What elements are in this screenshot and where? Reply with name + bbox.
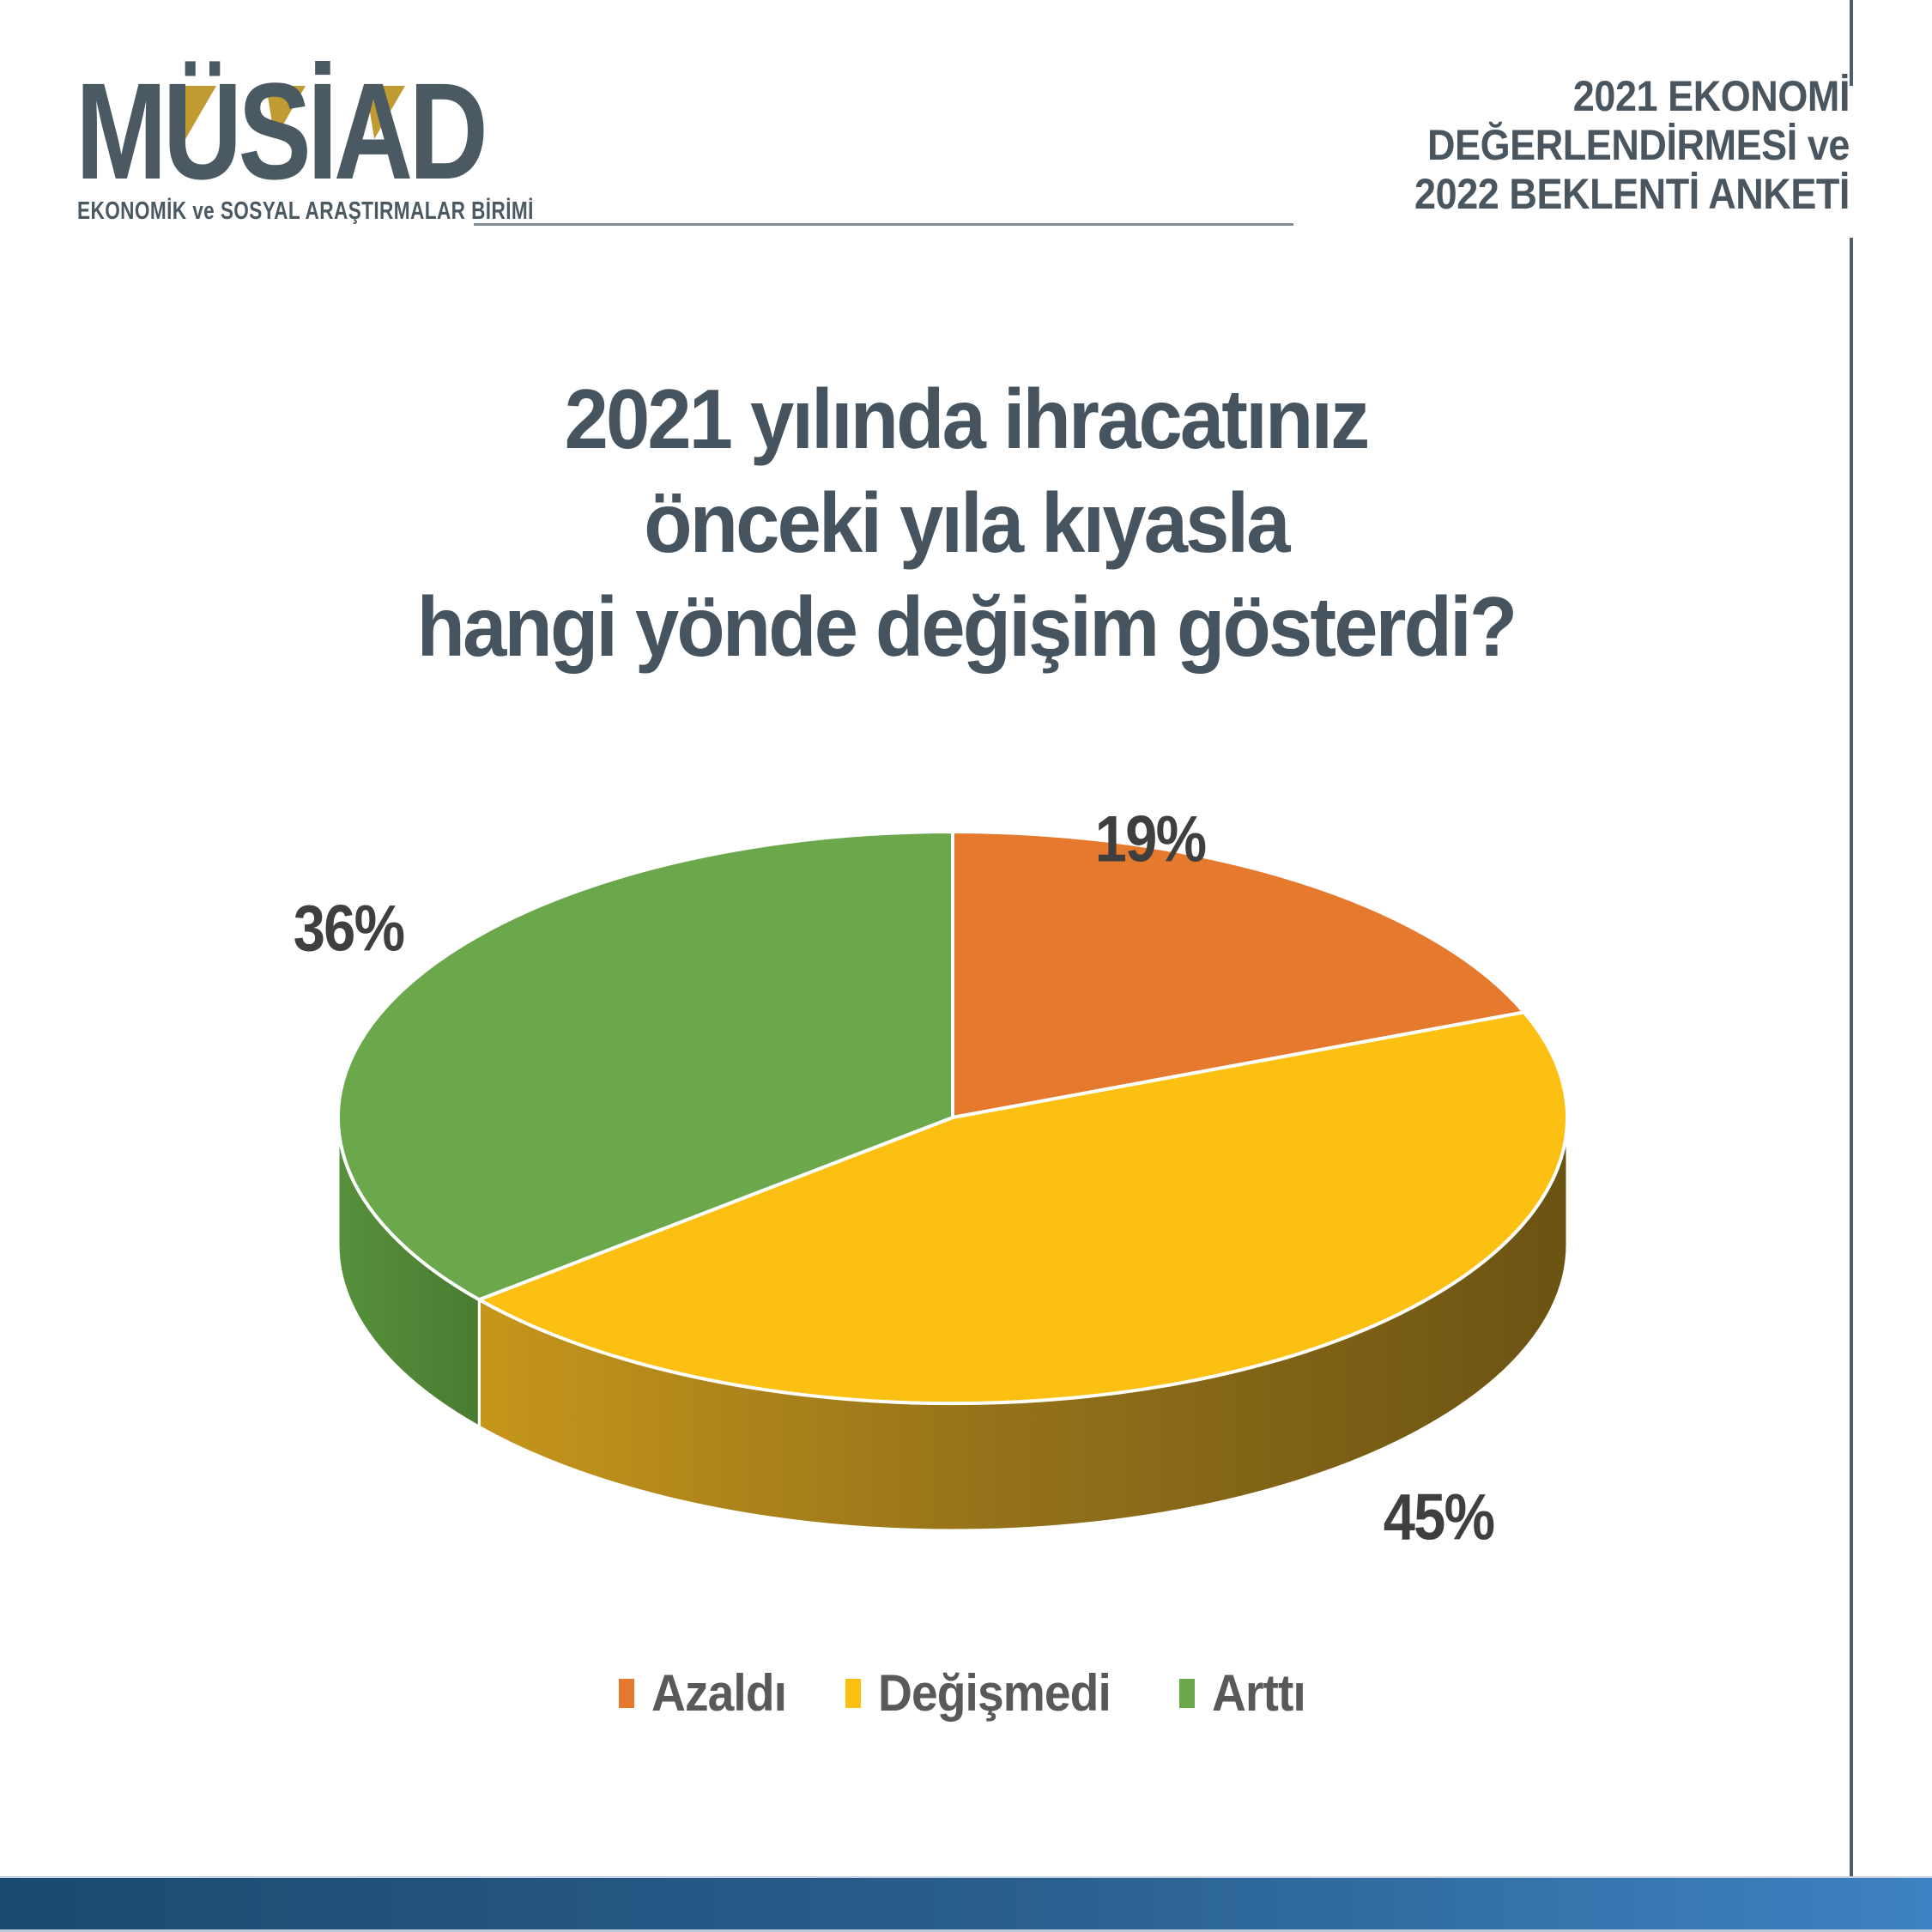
legend-swatch-icon — [845, 1678, 862, 1708]
logo-subtitle: EKONOMİK ve SOSYAL ARAŞTIRMALAR BİRİMİ — [77, 197, 534, 225]
pie-value-label-azaldi: 19% — [1094, 802, 1207, 876]
legend-item-artti: Arttı — [1178, 1663, 1313, 1723]
survey-title-line: 2021 EKONOMİ — [1572, 72, 1850, 120]
pie-top-slices — [336, 830, 1570, 1406]
pie-slice-değişmedi — [477, 1010, 1570, 1406]
legend-label: Azaldı — [651, 1664, 787, 1722]
question-line: hangi yönde değişim gösterdi? — [416, 579, 1518, 674]
chart-question-title: 2021 yılında ihracatınız önceki yıla kıy… — [58, 367, 1874, 679]
pie-slice-arttı — [336, 830, 954, 1302]
chart-legend: Azaldı Değişmedi Arttı — [0, 1663, 1932, 1723]
pie-value-label-degismedi: 45% — [1383, 1481, 1495, 1554]
musiad-logo: MÜSİAD EKONOMİK ve SOSYAL ARAŞTIRMALAR B… — [76, 54, 625, 239]
legend-item-azaldi: Azaldı — [618, 1663, 798, 1723]
survey-title: 2021 EKONOMİ DEĞERLENDİRMESİ ve 2022 BEK… — [1263, 72, 1850, 219]
right-vertical-divider — [1850, 238, 1853, 1876]
logo-wordmark: MÜSİAD — [76, 54, 488, 208]
header-divider-line — [474, 223, 1293, 226]
legend-swatch-icon — [618, 1678, 634, 1708]
legend-item-degismedi: Değişmedi — [845, 1663, 1130, 1723]
survey-title-line: DEĞERLENDİRMESİ ve — [1426, 121, 1850, 169]
pie-slice-azaldı — [951, 830, 1526, 1119]
legend-label: Değişmedi — [878, 1664, 1111, 1722]
pie-value-label-artti: 36% — [293, 892, 405, 966]
question-line: 2021 yılında ihracatınız — [564, 372, 1371, 466]
survey-title-line: 2022 BEKLENTİ ANKETİ — [1414, 170, 1850, 218]
legend-label: Arttı — [1211, 1664, 1306, 1722]
question-line: önceki yıla kıyasla — [644, 475, 1290, 570]
footer-accent-bar — [0, 1876, 1932, 1932]
right-vertical-divider — [1850, 0, 1853, 86]
legend-swatch-icon — [1178, 1678, 1195, 1708]
